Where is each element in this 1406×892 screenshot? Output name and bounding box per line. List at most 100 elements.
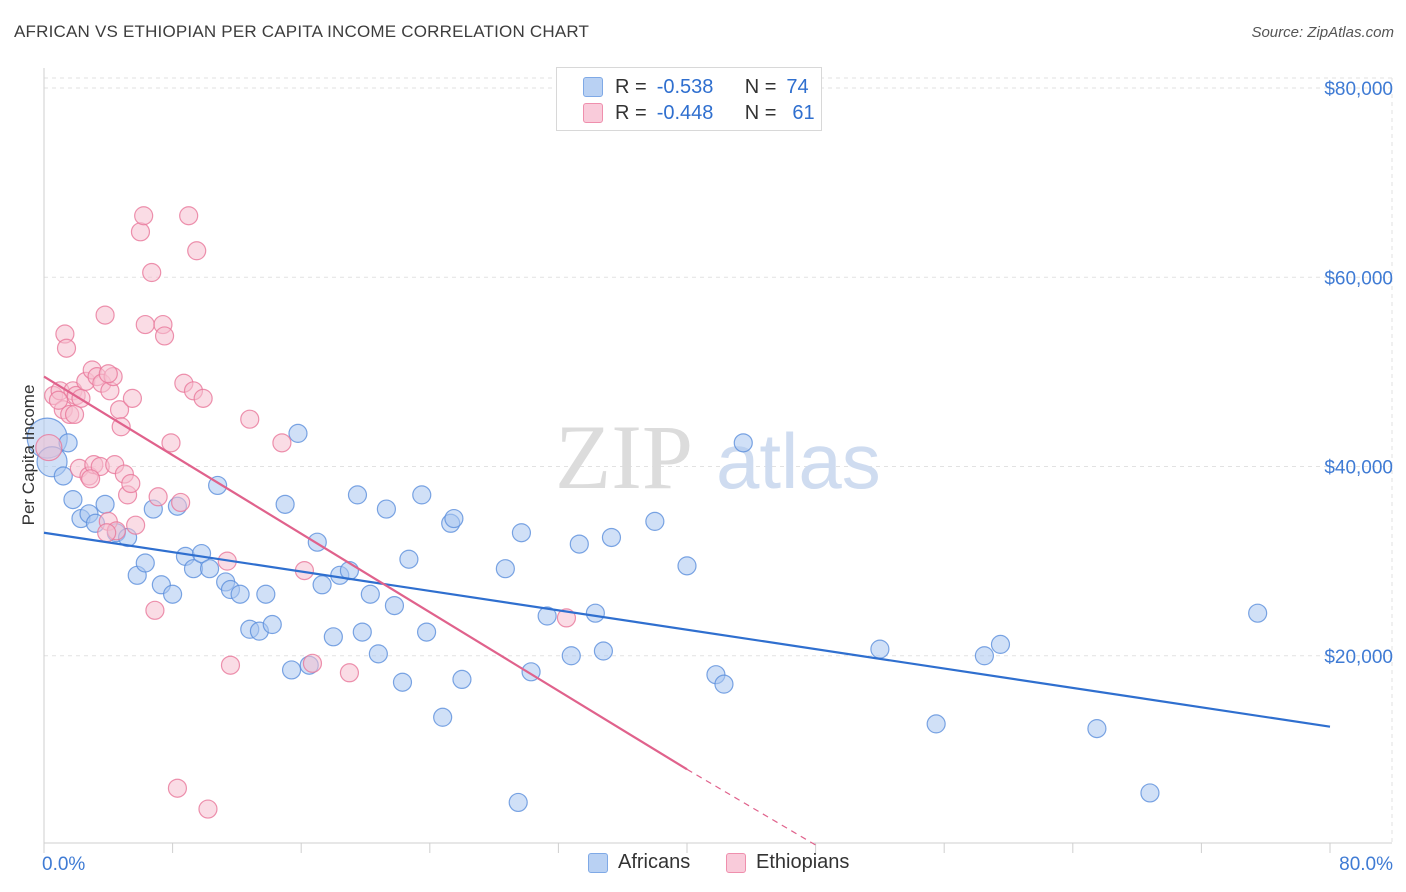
- ethiopians-label: Ethiopians: [756, 851, 850, 873]
- y-tick-label: $60,000: [1324, 268, 1393, 289]
- ethiopians-point: [272, 433, 292, 453]
- africans-point: [399, 549, 419, 569]
- ethiopians-point: [240, 409, 260, 429]
- legend-r-label: R =: [615, 101, 647, 124]
- ethiopians-point: [64, 404, 85, 425]
- legend-n-label: N =: [744, 75, 777, 98]
- ethiopians-point: [171, 492, 191, 513]
- ethiopians-point: [142, 262, 162, 283]
- africans-point: [452, 669, 472, 690]
- africans-point: [974, 646, 994, 666]
- africans-point: [601, 527, 622, 548]
- legend-n-value: 74: [786, 75, 809, 98]
- africans-point: [323, 627, 343, 647]
- ethiopians-point: [95, 305, 115, 325]
- africans-point: [593, 641, 614, 661]
- y-tick-label: $20,000: [1324, 647, 1393, 668]
- ethiopians-trend-line: [43, 375, 688, 771]
- legend-r-value: -0.538: [656, 75, 714, 98]
- y-axis-title: Per Capita Income: [19, 385, 38, 526]
- tick-labels: $20,000 $40,000 $60,000 $80,000 0.0% 80.0%: [42, 79, 1393, 875]
- x-tick-label: 80.0%: [1339, 854, 1393, 875]
- chart-title: AFRICAN VS ETHIOPIAN PER CAPITA INCOME C…: [14, 22, 590, 41]
- africans-point: [360, 584, 380, 604]
- africans-point: [444, 508, 464, 529]
- africans-point: [376, 499, 396, 519]
- ethiopians-point: [126, 515, 146, 535]
- africans-point: [281, 660, 302, 680]
- series-legend: Africans Ethiopians: [0, 851, 1406, 877]
- africans-point: [714, 674, 734, 694]
- legend-item-africans[interactable]: Africans: [588, 851, 690, 874]
- africans-point: [990, 634, 1011, 654]
- ethiopians-point: [35, 433, 63, 462]
- africans-point: [412, 485, 432, 505]
- africans-point: [63, 490, 83, 510]
- ethiopians-point: [179, 206, 199, 226]
- africans-point: [288, 423, 308, 443]
- y-tick-label: $80,000: [1324, 79, 1393, 100]
- ethiopians-point: [193, 388, 213, 408]
- africans-point: [645, 511, 665, 531]
- africans-point: [312, 575, 332, 595]
- africans-point: [926, 714, 946, 734]
- africans-swatch: [588, 852, 608, 873]
- africans-point: [508, 792, 528, 813]
- ethiopians-point: [187, 241, 207, 261]
- watermark-zip: ZIP: [555, 406, 693, 508]
- trend-lines: [43, 375, 1331, 846]
- ethiopians-point: [167, 778, 188, 798]
- ethiopians-point: [145, 600, 165, 620]
- x-tick-label: 0.0%: [42, 854, 85, 875]
- ethiopians-point: [556, 608, 577, 628]
- ethiopians-swatch: [726, 852, 746, 873]
- africans-point: [416, 622, 437, 642]
- africans-point: [275, 494, 295, 514]
- ethiopians-series: [35, 206, 577, 819]
- ethiopians-point: [161, 433, 181, 453]
- africans-point: [870, 639, 890, 659]
- watermark-atlas: atlas: [716, 417, 881, 505]
- africans-point: [1087, 719, 1107, 739]
- africans-point: [585, 603, 605, 623]
- ethiopians-point: [48, 390, 69, 410]
- ethiopians-point: [81, 469, 101, 489]
- source-label: Source: ZipAtlas.com: [1251, 24, 1394, 41]
- africans-point: [392, 672, 413, 692]
- africans-point: [569, 534, 589, 554]
- africans-point: [230, 584, 250, 604]
- legend-row-africans: R = -0.538 N = 74: [557, 74, 809, 100]
- ethiopians-point: [56, 338, 77, 358]
- ethiopians-trend-extension: [686, 768, 816, 846]
- africans-point: [368, 644, 388, 664]
- legend-item-ethiopians[interactable]: Ethiopians: [726, 851, 849, 874]
- ethiopians-point: [135, 314, 155, 335]
- africans-point: [352, 622, 372, 642]
- stats-legend: R = -0.538 N = 74 R = -0.448 N = 61: [556, 67, 822, 131]
- ethiopians-point: [339, 663, 360, 683]
- legend-row-ethiopians: R = -0.448 N = 61: [557, 100, 815, 126]
- ethiopians-point: [134, 206, 154, 226]
- legend-swatch-ethiopians: [583, 103, 603, 123]
- africans-point: [199, 559, 220, 579]
- africans-point: [384, 595, 405, 616]
- ethiopians-point: [220, 655, 241, 675]
- legend-r-label: R =: [615, 75, 647, 98]
- africans-point: [163, 584, 183, 604]
- ethiopians-point: [302, 653, 323, 673]
- africans-point: [433, 707, 453, 727]
- africans-trend-line: [43, 531, 1331, 728]
- ethiopians-point: [98, 364, 118, 384]
- africans-point: [677, 556, 697, 576]
- africans-point: [1140, 783, 1160, 803]
- ethiopians-point: [122, 388, 143, 408]
- legend-swatch-africans: [583, 77, 603, 97]
- y-tick-label: $40,000: [1324, 458, 1393, 479]
- africans-point: [262, 614, 282, 635]
- africans-point: [561, 646, 581, 666]
- africans-point: [1248, 603, 1268, 623]
- africans-point: [511, 523, 532, 543]
- legend-r-value: -0.448: [656, 101, 714, 124]
- africans-point: [495, 559, 515, 579]
